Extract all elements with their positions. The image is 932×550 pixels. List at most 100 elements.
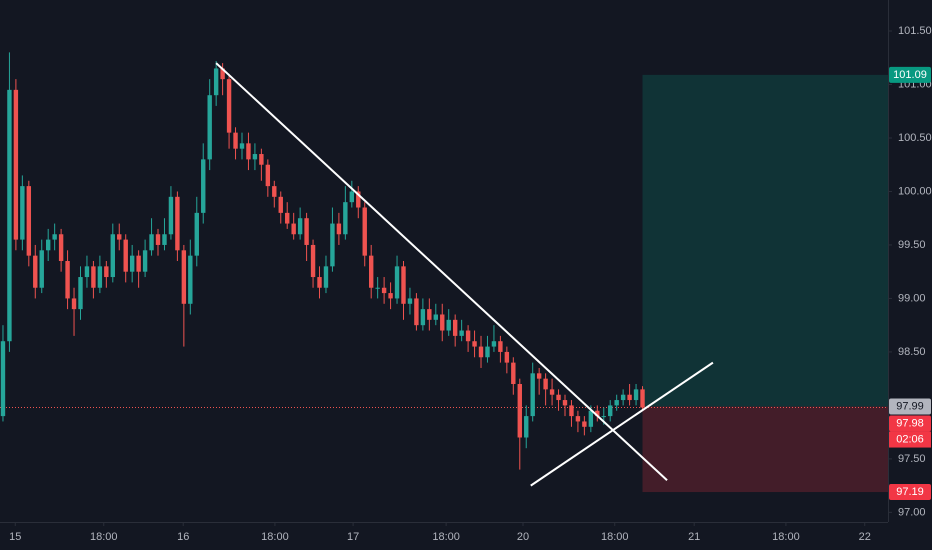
candle-body [194,212,199,256]
entry-label-box [889,398,931,415]
candle-body [543,378,548,390]
y-tick-label: 97.00 [898,506,926,518]
candle-body [142,250,148,272]
candle-body [323,266,329,288]
candle-body [110,234,115,278]
candle-body [433,314,438,320]
candle-body [91,266,96,288]
position-profit-zone [642,74,888,407]
candle-body [278,196,283,213]
candle-body [97,266,103,288]
candle-body [459,330,464,336]
candle-body [272,186,277,197]
candle-body [343,202,348,235]
candle-body [556,394,561,401]
candle-body [588,410,594,427]
candle-body [562,400,568,406]
candle-body [498,341,503,352]
x-tick-label: 18:00 [601,531,629,543]
candle-body [239,143,245,149]
candle-body [388,293,393,299]
candle-body [394,266,400,299]
trend-line [215,62,668,482]
stop-label-box [889,484,931,501]
candle-body [549,389,555,395]
candle-body [620,394,626,401]
candle-body [265,164,271,187]
trend-line [530,361,714,487]
candle-body [285,212,290,224]
candle-body [524,416,529,438]
candle-body [407,298,413,304]
candle-body [252,154,258,160]
x-tick-label: 18:00 [90,531,118,543]
last-price-label-box [889,415,931,432]
candle-body [375,287,380,289]
candle-body [485,346,490,358]
candle-body [472,341,477,347]
candle-body [414,298,419,326]
candle-body [504,351,510,363]
candle-body [446,319,451,331]
x-tick-label: 16 [177,531,189,543]
x-tick-label: 18:00 [772,531,800,543]
x-tick-label: 18:00 [432,531,460,543]
candle-body [336,223,342,235]
candle-body [220,68,225,80]
candle-body [465,330,471,342]
x-tick-label: 18:00 [261,531,289,543]
candle-body [362,207,367,256]
candle-body [627,394,632,401]
candle-body [201,159,206,213]
candle-body [317,277,322,288]
target-label-box [889,66,931,83]
candle-body [26,186,32,256]
y-tick-label: 99.50 [898,239,926,251]
candle-body [13,89,19,240]
candle-body [291,223,296,235]
candle-body [452,319,458,336]
candle-body [427,309,432,320]
candle-body [401,266,406,304]
candle-body [71,298,77,310]
candle-body [149,234,154,251]
candle-body [39,250,44,288]
candle-body [356,191,361,208]
countdown-box [889,431,931,448]
candle-body [155,234,161,245]
candle-body [259,154,264,165]
candle-body [349,191,355,203]
position-loss-zone [642,406,888,493]
candle-body [381,287,387,294]
candle-body [582,421,587,427]
candle-body [233,132,238,149]
y-tick-label: 100.00 [898,185,932,197]
y-tick-label: 98.50 [898,346,926,358]
candle-body [601,416,606,418]
x-tick-label: 15 [9,531,21,543]
candle-body [136,255,141,272]
candle-body [304,218,309,245]
candle-body [52,234,57,240]
candle-body [181,250,187,304]
candle-body [246,143,251,160]
candle-body [536,373,542,379]
candle-body [33,255,38,288]
candle-body [297,218,303,235]
candle-body [330,223,335,267]
candle-body [188,255,193,304]
target-label: 101.09 [893,69,927,81]
x-tick-label: 21 [688,531,700,543]
candle-body [511,362,516,385]
candle-body [595,410,600,417]
candle-body [420,309,426,326]
y-tick-label: 100.50 [898,132,932,144]
candle-body [226,79,232,133]
x-tick-label: 22 [859,531,871,543]
candle-body [168,196,174,235]
candle-body [614,400,619,406]
candle-body [65,261,70,299]
candle-body [7,89,12,342]
last-price-label: 97.98 [896,417,924,429]
candle-body [575,416,581,422]
